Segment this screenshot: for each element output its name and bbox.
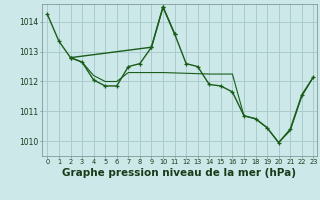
X-axis label: Graphe pression niveau de la mer (hPa): Graphe pression niveau de la mer (hPa)	[62, 168, 296, 178]
